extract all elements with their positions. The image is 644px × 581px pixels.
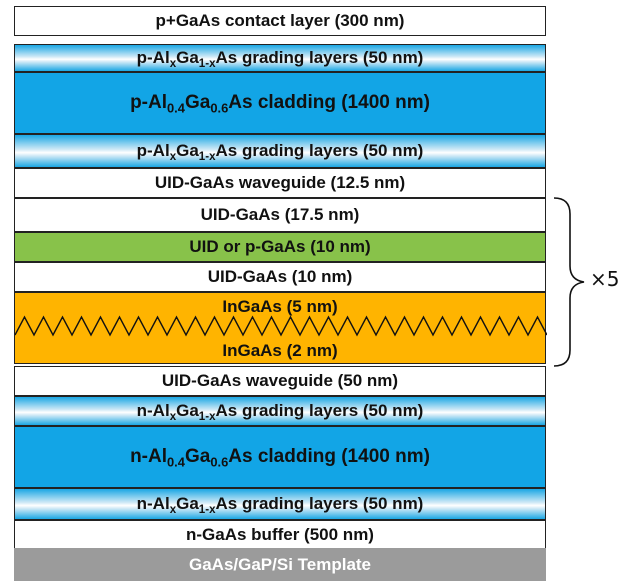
waveguide-top-layer: UID-GaAs waveguide (12.5 nm): [14, 168, 546, 198]
contact-layer: p+GaAs contact layer (300 nm): [14, 6, 546, 36]
uid-gaas-17-5-label: UID-GaAs (17.5 nm): [200, 205, 360, 224]
p-grading-top-label: p-AlxGa1-xAs grading layers (50 nm): [136, 48, 424, 71]
ingaas-2-label: InGaAs (2 nm): [222, 341, 338, 360]
uid-gaas-17-5-layer: UID-GaAs (17.5 nm): [14, 198, 546, 232]
repeat-count-label: ×5: [590, 267, 620, 291]
n-gaas-buffer-label: n-GaAs buffer (500 nm): [186, 525, 374, 544]
ingaas-5-label: InGaAs (5 nm): [222, 297, 338, 316]
template-layer: GaAs/GaP/Si Template: [14, 548, 546, 581]
uid-gaas-10-label: UID-GaAs (10 nm): [207, 267, 353, 286]
quantum-dot-triangles: [15, 315, 547, 337]
uid-or-p-gaas-label: UID or p-GaAs (10 nm): [189, 237, 371, 256]
waveguide-bottom-layer: UID-GaAs waveguide (50 nm): [14, 366, 546, 396]
n-grading-layer-bottom: n-AlxGa1-xAs grading layers (50 nm): [14, 488, 546, 520]
n-grading-layer-top: n-AlxGa1-xAs grading layers (50 nm): [14, 396, 546, 426]
waveguide-top-label: UID-GaAs waveguide (12.5 nm): [154, 173, 406, 192]
n-grading-top-label: n-AlxGa1-xAs grading layers (50 nm): [136, 401, 424, 424]
triangle-zigzag: [15, 315, 547, 337]
p-cladding-label: p-Al0.4Ga0.6As cladding (1400 nm): [130, 92, 430, 116]
uid-gaas-10-layer: UID-GaAs (10 nm): [14, 262, 546, 292]
n-gaas-buffer-layer: n-GaAs buffer (500 nm): [14, 520, 546, 550]
repeat-brace: [553, 197, 585, 367]
n-cladding-layer: n-Al0.4Ga0.6As cladding (1400 nm): [14, 426, 546, 488]
n-cladding-label: n-Al0.4Ga0.6As cladding (1400 nm): [130, 446, 430, 470]
p-grading-layer-bottom: p-AlxGa1-xAs grading layers (50 nm): [14, 134, 546, 168]
n-grading-bottom-label: n-AlxGa1-xAs grading layers (50 nm): [136, 494, 424, 517]
contact-layer-label: p+GaAs contact layer (300 nm): [155, 11, 405, 30]
p-grading-bottom-label: p-AlxGa1-xAs grading layers (50 nm): [136, 141, 424, 164]
ingaas-quantum-well: InGaAs (5 nm) InGaAs (2 nm): [14, 292, 547, 364]
template-label: GaAs/GaP/Si Template: [188, 554, 372, 574]
p-cladding-layer: p-Al0.4Ga0.6As cladding (1400 nm): [14, 72, 546, 134]
p-grading-layer-top: p-AlxGa1-xAs grading layers (50 nm): [14, 44, 546, 72]
uid-or-p-gaas-layer: UID or p-GaAs (10 nm): [14, 232, 546, 262]
waveguide-bottom-label: UID-GaAs waveguide (50 nm): [161, 371, 399, 390]
